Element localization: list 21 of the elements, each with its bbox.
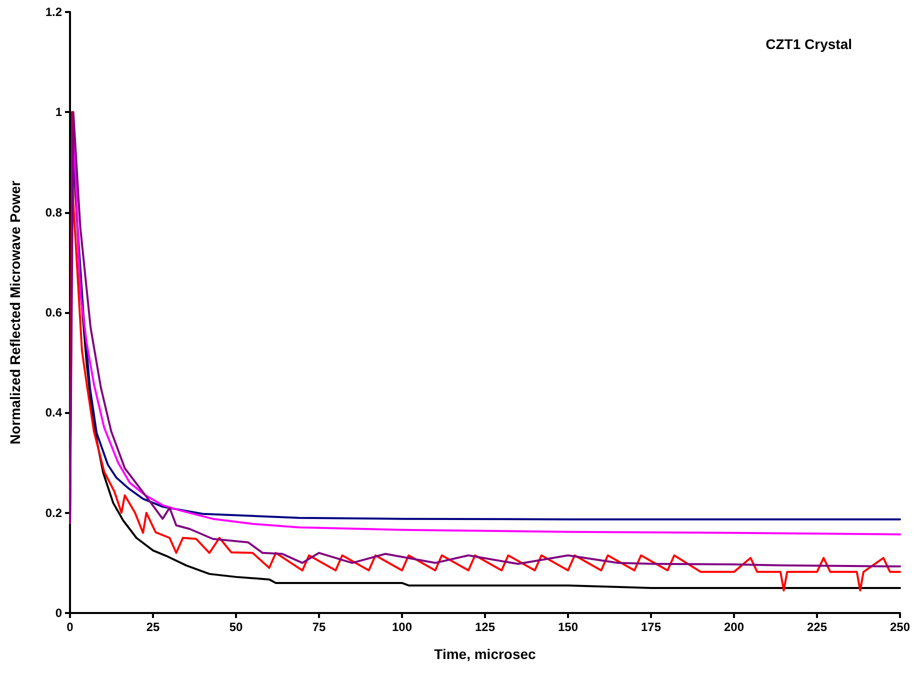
- y-tick-label: 1: [55, 105, 62, 120]
- x-tick-label: 175: [640, 620, 662, 634]
- x-tick-label: 150: [558, 620, 578, 634]
- x-tick-label: 25: [146, 620, 160, 634]
- y-tick-label: 0: [55, 606, 62, 620]
- x-tick-label: 75: [312, 620, 326, 634]
- x-tick-label: 250: [890, 620, 910, 634]
- y-axis-title: Normalized Reflected Microwave Power: [7, 180, 23, 444]
- x-tick-label: 50: [229, 620, 243, 634]
- x-tick-label: 200: [724, 620, 744, 634]
- x-tick-label: 225: [806, 620, 828, 634]
- y-tick-label: 0.2: [45, 506, 62, 520]
- x-tick-label: 0: [66, 620, 74, 634]
- x-tick-label: 125: [474, 620, 496, 634]
- x-tick-label: 100: [392, 620, 412, 634]
- y-tick-label: 0.4: [45, 406, 62, 420]
- y-tick-label: 0.8: [45, 205, 62, 220]
- y-tick-label: 0.6: [45, 306, 62, 320]
- text: CZT1 Crystal: [766, 36, 852, 52]
- y-tick-label: 1.2: [45, 5, 62, 19]
- x-axis-title: Time, microsec: [434, 646, 536, 662]
